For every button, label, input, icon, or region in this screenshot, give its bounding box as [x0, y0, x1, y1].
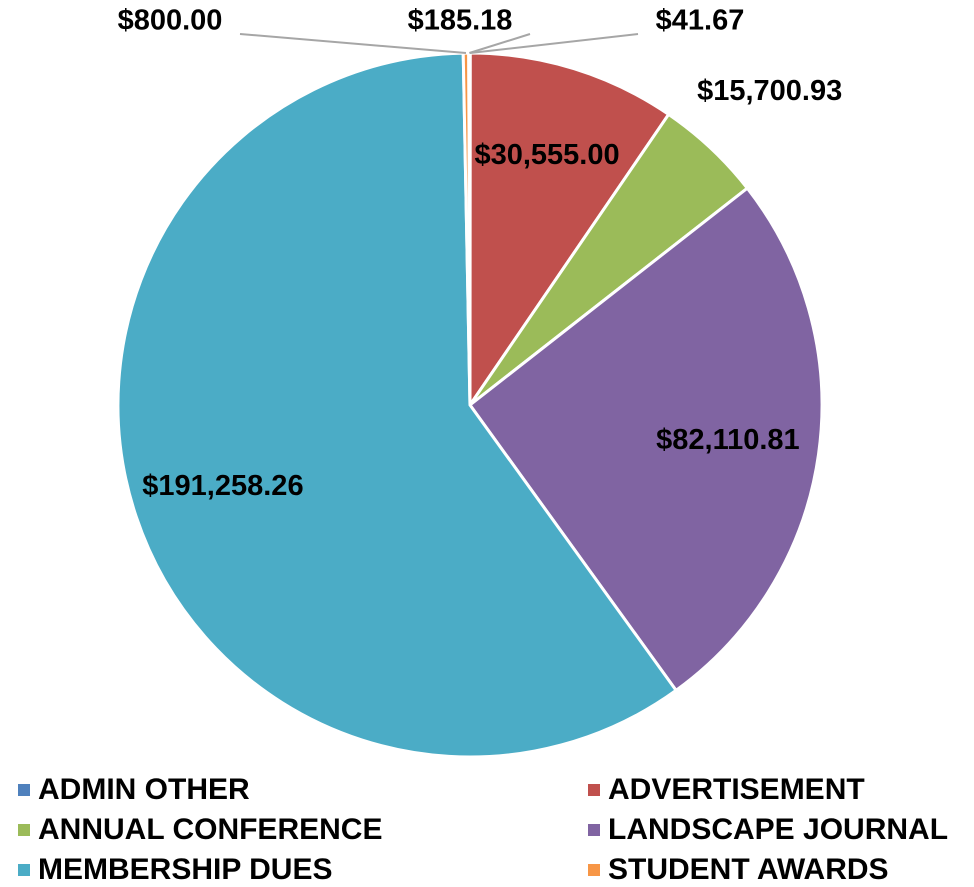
legend-label: MEMBERSHIP DUES: [38, 853, 333, 886]
legend-label: ADVERTISEMENT: [608, 773, 865, 806]
value-label: $41.67: [656, 5, 745, 37]
pie-slice: [116, 51, 679, 759]
legend-label: LANDSCAPE JOURNAL: [608, 813, 948, 846]
value-label: $191,258.26: [142, 470, 303, 502]
legend-swatch: [18, 784, 30, 796]
legend-swatch: [18, 864, 30, 876]
value-label: $15,700.93: [697, 75, 842, 107]
legend-swatch: [588, 864, 600, 876]
legend-swatch: [588, 824, 600, 836]
pie-slice: [468, 51, 671, 410]
pie-slice: [467, 186, 824, 693]
value-label: $185.18: [408, 5, 513, 37]
legend-label: ANNUAL CONFERENCE: [38, 813, 382, 846]
legend-swatch: [18, 824, 30, 836]
value-label: $30,555.00: [474, 139, 619, 171]
leader-line: [469, 33, 531, 54]
legend-swatch: [588, 784, 600, 796]
leader-line: [470, 33, 639, 54]
value-label: $800.00: [118, 5, 223, 37]
value-label: $82,110.81: [656, 424, 800, 456]
legend-label: STUDENT AWARDS: [608, 853, 889, 886]
pie-slice: [467, 51, 472, 406]
legend-label: ADMIN OTHER: [38, 773, 250, 806]
leader-line: [239, 33, 467, 55]
